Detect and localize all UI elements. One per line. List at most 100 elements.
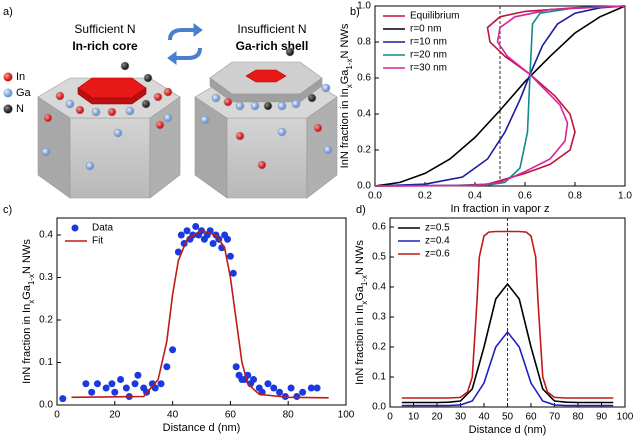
x-axis-label: In fraction in vapor z <box>450 203 549 215</box>
legend-label: r=0 nm <box>410 24 441 35</box>
data-point <box>293 393 301 400</box>
data-point <box>264 380 272 388</box>
data-point <box>232 363 240 371</box>
legend-label: Equilibrium <box>410 11 459 22</box>
y-axis-label-part: 1-x <box>360 275 369 286</box>
y-tick-label: 0.2 <box>372 342 386 353</box>
data-point <box>163 363 171 371</box>
x-tick-label: 40 <box>478 412 490 423</box>
data-point <box>226 252 234 260</box>
chart-panel: c) 0 20 40 60 80 100 0.0 0.1 0.2 0.3 0.4 Distance d … <box>3 204 355 434</box>
legend-label: Ga <box>16 87 32 99</box>
x-tick-label: 0.6 <box>518 191 532 202</box>
x-axis-label: Distance d (nm) <box>163 422 241 434</box>
y-tick-label: 0.6 <box>357 73 371 84</box>
x-tick-label: 0 <box>387 412 393 423</box>
y-tick-label: 0.4 <box>357 109 371 120</box>
y-axis-label: InN fraction in InxGa1-xN NWs <box>339 23 354 168</box>
y-axis-label-part: x <box>27 300 36 304</box>
y-tick-label: 0.0 <box>372 402 386 413</box>
data-point <box>151 384 159 392</box>
series-line <box>374 5 626 187</box>
x-tick-label: 100 <box>338 410 355 421</box>
legend-label: z=0.4 <box>425 236 450 247</box>
data-point <box>117 376 125 383</box>
data-point <box>307 384 315 392</box>
y-tick-label: 0.3 <box>39 272 53 283</box>
data-point <box>122 384 130 392</box>
series-line <box>374 5 626 187</box>
y-tick-label: 0.4 <box>372 282 386 293</box>
legend-label: r=20 nm <box>410 50 447 61</box>
data-point <box>88 388 96 396</box>
x-tick-label: 90 <box>596 412 608 423</box>
data-point <box>209 240 217 247</box>
series-line <box>71 229 329 399</box>
data-point <box>169 346 177 354</box>
x-tick-label: 0.2 <box>418 191 432 202</box>
data-point <box>108 380 116 388</box>
series-line <box>401 330 614 407</box>
series-line <box>401 282 614 404</box>
left-subtitle: In-rich core <box>72 39 138 53</box>
x-tick-label: 70 <box>549 412 561 423</box>
legend-dot <box>3 104 13 114</box>
y-axis-label-part: InN fraction in In <box>21 304 33 384</box>
y-axis-label-part: N NWs <box>339 23 351 58</box>
y-tick-label: 0.3 <box>372 312 386 323</box>
x-tick-label: 0.8 <box>568 191 582 202</box>
x-tick-label: 60 <box>225 410 237 421</box>
y-axis-label-part: 1-x <box>345 58 354 69</box>
data-point <box>250 376 258 383</box>
nanowire-right <box>194 47 338 199</box>
legend-dot <box>3 72 13 82</box>
y-tick-label: 0.5 <box>372 252 386 263</box>
swap-icon <box>167 23 203 65</box>
y-axis-label-part: x <box>360 301 369 305</box>
data-point <box>82 380 90 388</box>
legend-label: r=30 nm <box>410 63 447 74</box>
chart-panel: b)0.0 0.2 0.4 0.6 0.8 1.00.00.20.40.60.81.0In… <box>339 1 632 215</box>
y-axis-label-part: Ga <box>21 284 33 300</box>
data-point <box>102 384 110 392</box>
series-line <box>374 5 626 187</box>
data-point <box>183 227 191 235</box>
arrow-head <box>193 23 203 37</box>
y-axis-label: InN fraction in InxGa1-xN NWs <box>21 239 36 384</box>
legend-label: r=10 nm <box>410 37 447 48</box>
right-subtitle: Ga-rich shell <box>236 39 309 53</box>
x-tick-label: 10 <box>408 412 420 423</box>
y-tick-label: 0.6 <box>372 222 386 233</box>
y-tick-label: 0.1 <box>39 357 53 368</box>
y-axis-label-part: 1-x <box>27 274 36 285</box>
y-tick-label: 0.2 <box>39 315 53 326</box>
data-point <box>313 384 321 392</box>
panel-label: a) <box>3 6 13 18</box>
arrow <box>168 28 198 41</box>
y-axis-label: InN fraction in InxGa1-xN NWs <box>354 240 369 385</box>
x-tick-label: 0 <box>54 410 60 421</box>
legend-label: z=0.6 <box>425 249 450 260</box>
data-point <box>299 388 307 396</box>
y-tick-label: 0.1 <box>372 372 386 383</box>
panel-a: a) Sufficient N In-rich core Insufficien… <box>3 6 338 199</box>
data-point <box>229 269 237 277</box>
y-axis-label-part: x <box>345 84 354 88</box>
plot-frame <box>56 217 347 406</box>
legend-label: N <box>16 103 24 115</box>
y-tick-label: 1.0 <box>357 1 371 12</box>
right-title: Insufficient N <box>237 22 306 36</box>
nanowire-left <box>37 61 181 199</box>
x-tick-label: 0.4 <box>468 191 482 202</box>
arrow <box>174 47 202 60</box>
data-point <box>134 371 142 379</box>
x-tick-label: 60 <box>525 412 537 423</box>
data-point <box>111 388 119 396</box>
legend-dot <box>3 88 13 98</box>
data-point <box>93 380 101 388</box>
x-tick-label: 40 <box>167 410 179 421</box>
data-point <box>224 235 232 243</box>
x-tick-label: 80 <box>572 412 584 423</box>
y-tick-label: 0.4 <box>39 230 53 241</box>
y-tick-label: 0.0 <box>39 400 53 411</box>
